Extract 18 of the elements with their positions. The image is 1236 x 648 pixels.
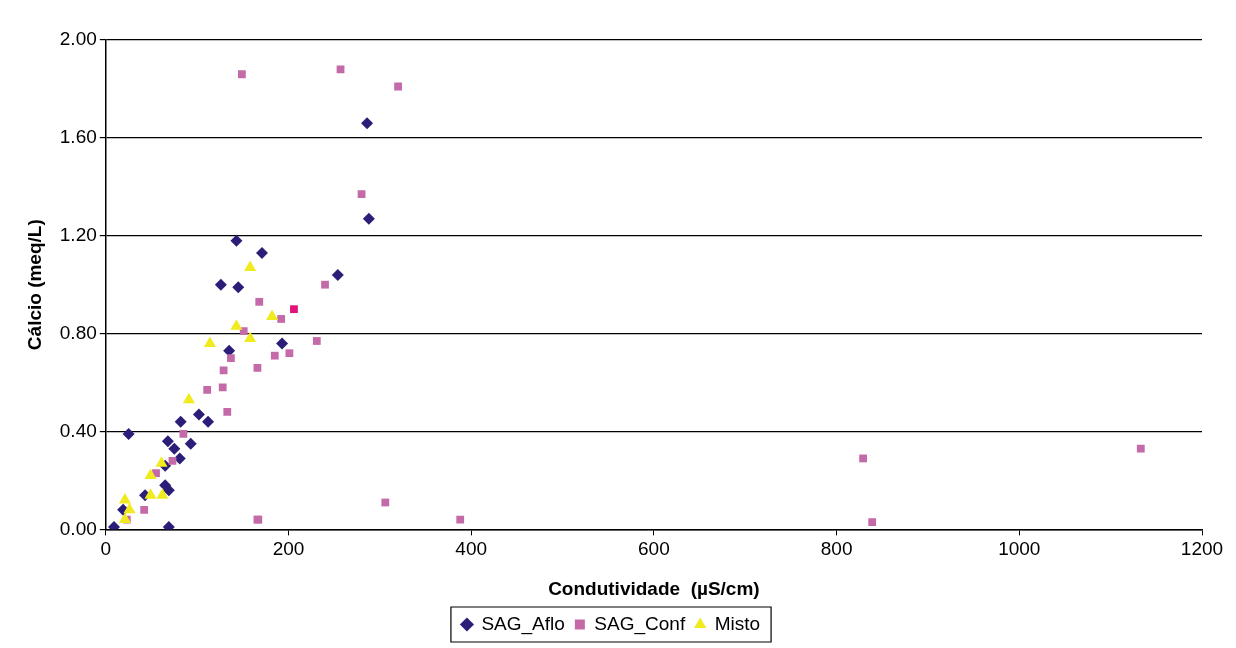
x-axis-title: Condutividade (µS/cm) (548, 577, 760, 599)
y-tick-label: 0.00 (59, 517, 97, 539)
x-tick-label: 800 (820, 538, 853, 560)
y-axis-title: Cálcio (meq/L) (23, 219, 45, 351)
y-tick-label: 0.40 (59, 419, 97, 441)
legend-label: Misto (714, 612, 761, 634)
y-tick-label: 2.00 (59, 28, 97, 50)
x-tick-label: 600 (638, 538, 670, 560)
y-tick-label: 1.60 (59, 126, 97, 148)
y-tick-label: 0.80 (59, 321, 97, 343)
x-tick-label: 0 (100, 538, 112, 560)
x-tick-label: 400 (455, 538, 488, 560)
legend-label: SAG_Conf (594, 612, 686, 635)
legend-label: SAG_Aflo (481, 612, 565, 635)
x-tick-label: 1200 (1180, 538, 1224, 560)
y-tick-label: 1.20 (59, 223, 97, 245)
x-tick-label: 1000 (998, 538, 1041, 560)
x-tick-label: 200 (272, 538, 305, 560)
